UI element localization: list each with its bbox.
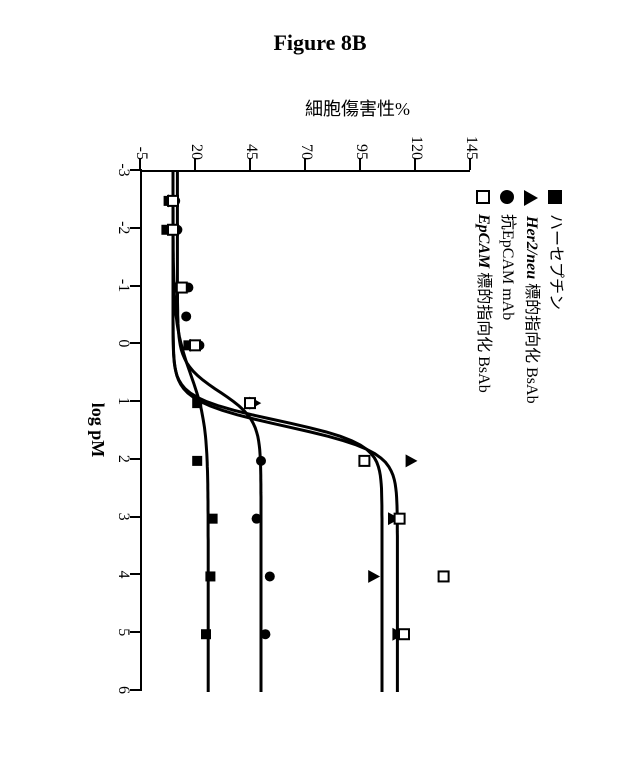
x-tick-label: -1 [114,279,132,292]
legend-label: 抗EpCAM mAb [496,214,518,320]
y-tick-label: 70 [297,100,315,160]
data-point [177,283,187,293]
legend-item: 抗EpCAM mAb [496,190,518,404]
chart-rotated-wrapper: ハーセプチンHer2/neu 標的指向化 BsAb抗EpCAM mAbEpCAM… [70,100,570,720]
legend-label: Her2/neu 標的指向化 BsAb [520,216,542,404]
legend: ハーセプチンHer2/neu 標的指向化 BsAb抗EpCAM mAbEpCAM… [470,190,566,404]
y-tick-label: 20 [187,100,205,160]
data-point [260,629,270,639]
x-tick-label: 1 [114,397,132,405]
data-point [399,629,409,639]
data-point [368,570,380,583]
plot-svg [140,172,470,692]
data-point [181,311,191,321]
legend-label: EpCAM 標的指向化 BsAb [472,214,494,393]
x-tick-label: -3 [114,163,132,176]
data-point [205,571,215,581]
x-tick-label: 2 [114,455,132,463]
data-point [265,571,275,581]
x-tick-label: 5 [114,628,132,636]
data-point [168,196,178,206]
y-tick-label: 95 [352,100,370,160]
data-point [252,514,262,524]
y-tick-label: 45 [242,100,260,160]
legend-label: ハーセプチン [544,214,566,310]
data-point [395,514,405,524]
data-point [359,456,369,466]
series-curve [173,172,397,692]
x-tick-label: 3 [114,513,132,521]
y-tick-label: 145 [462,100,480,160]
figure-title: Figure 8B [0,30,640,56]
x-tick-label: 6 [114,686,132,694]
data-point [168,225,178,235]
series-curve [177,172,261,692]
legend-item: EpCAM 標的指向化 BsAb [472,190,494,404]
data-point [201,629,211,639]
legend-marker-icon [500,190,514,204]
data-point [256,456,266,466]
chart: ハーセプチンHer2/neu 標的指向化 BsAb抗EpCAM mAbEpCAM… [70,100,570,720]
legend-item: Her2/neu 標的指向化 BsAb [520,190,542,404]
data-point [190,340,200,350]
legend-marker-icon [524,190,538,206]
data-point [208,514,218,524]
y-tick-label: -5 [132,100,150,160]
page: Figure 8B ハーセプチンHer2/neu 標的指向化 BsAb抗EpCA… [0,0,640,768]
data-point [245,398,255,408]
x-tick-label: 4 [114,570,132,578]
legend-marker-icon [476,190,490,204]
x-axis-label: log pM [87,170,108,690]
x-tick-label: -2 [114,221,132,234]
legend-item: ハーセプチン [544,190,566,404]
data-point [406,454,418,467]
y-tick-label: 120 [407,100,425,160]
x-tick-label: 0 [114,339,132,347]
legend-marker-icon [548,190,562,204]
plot-area [140,170,470,690]
data-point [192,456,202,466]
data-point [439,571,449,581]
